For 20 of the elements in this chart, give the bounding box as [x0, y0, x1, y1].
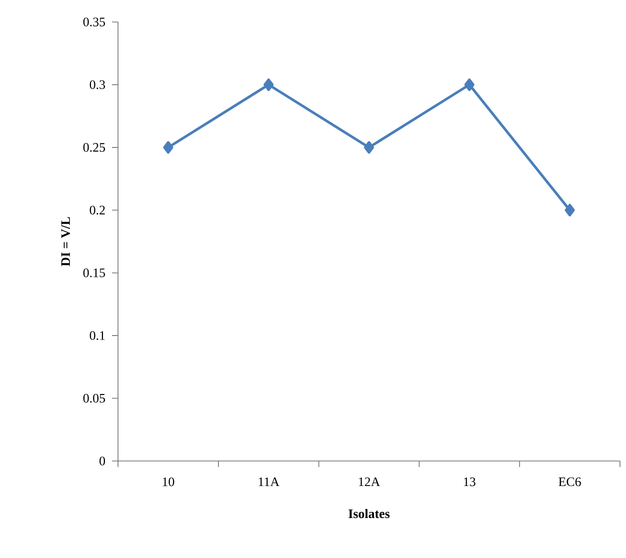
y-tick-label: 0.3 [90, 80, 106, 90]
y-axis-title: DI = V/L [61, 217, 70, 266]
point [163, 141, 174, 154]
y-tick-label: 0.2 [90, 206, 105, 215]
y-tick-label: 0.05 [83, 394, 106, 403]
point [264, 78, 274, 91]
x-tick-label: 10 [162, 477, 174, 486]
y-tick-label: 0.35 [83, 18, 106, 26]
x-tick-label: EC6 [558, 477, 581, 486]
x-tick-label: 12A [358, 477, 380, 486]
x-tick-label: 11A [258, 477, 280, 486]
x-axis-title: Isolates [348, 508, 390, 518]
point [464, 78, 474, 91]
point [364, 141, 374, 154]
y-tick-label: 0.15 [83, 268, 106, 278]
y-tick-label: 0.25 [83, 143, 106, 152]
y-tick-label: 0 [100, 456, 106, 466]
x-tick-label: 13 [464, 477, 476, 486]
point [564, 204, 575, 216]
y-tick-label: 0.1 [90, 331, 105, 340]
